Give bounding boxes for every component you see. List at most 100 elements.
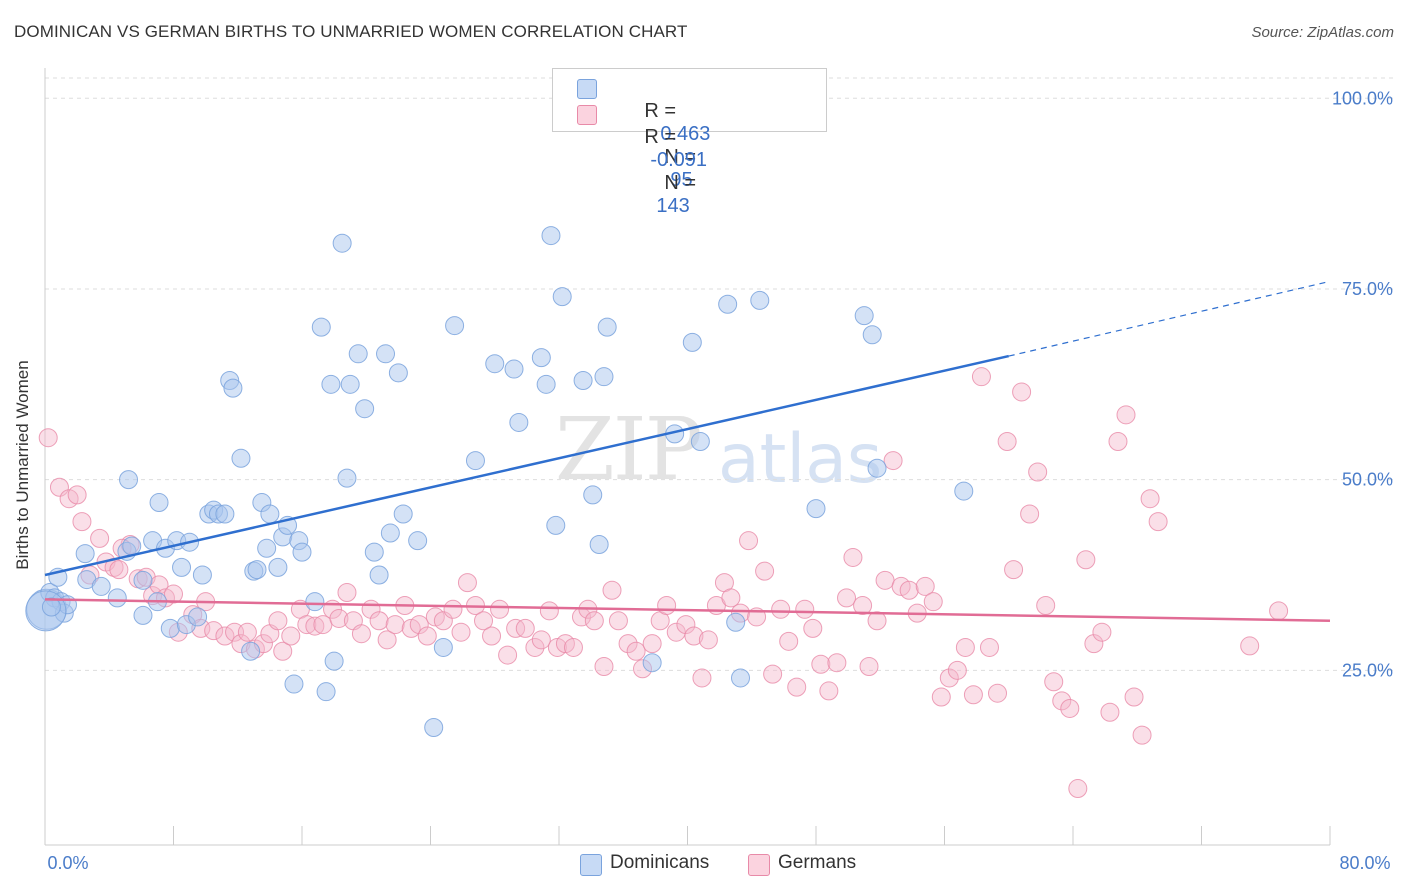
german-point <box>602 580 622 600</box>
german-point <box>506 618 526 638</box>
german-point <box>642 634 662 654</box>
german-point <box>1092 622 1112 642</box>
german-point <box>1100 702 1120 722</box>
german-point <box>1076 550 1096 570</box>
dominican-point <box>292 542 312 562</box>
y-tick-label: 50.0% <box>1342 470 1393 490</box>
german-point <box>539 601 559 621</box>
german-point <box>1148 512 1168 532</box>
correlation-legend: R = 0.463 N = 95 R = -0.091 N = 143 <box>552 68 827 217</box>
german-point <box>771 599 791 619</box>
chart-title: DOMINICAN VS GERMAN BIRTHS TO UNMARRIED … <box>14 22 688 41</box>
german-point <box>490 599 510 619</box>
dominican-point <box>316 682 336 702</box>
dominican-point <box>546 515 566 535</box>
dominican-trend-line <box>44 354 1010 577</box>
german-point <box>377 630 397 650</box>
dominican-point <box>172 557 192 577</box>
german-point <box>385 615 405 635</box>
dominican-point <box>337 468 357 488</box>
legend-r-value-germans: -0.091 <box>650 149 708 171</box>
dominican-point <box>369 565 389 585</box>
german-point <box>268 611 288 631</box>
german-point <box>1044 672 1064 692</box>
dominican-point <box>573 370 593 390</box>
dominican-point <box>445 316 465 336</box>
german-point <box>837 588 857 608</box>
legend-r-label: R = <box>644 100 677 122</box>
dominican-point <box>408 531 428 551</box>
german-point <box>164 584 183 604</box>
legend-n-label: N = <box>664 146 697 168</box>
german-point <box>1240 636 1260 656</box>
dominican-point <box>854 306 874 326</box>
german-point <box>109 560 129 580</box>
german-point <box>1124 687 1144 707</box>
x-tick-label: 0.0% <box>47 853 88 873</box>
watermark-zip: ZIP <box>555 400 703 500</box>
german-point <box>1132 725 1152 745</box>
dominican-point <box>257 538 277 558</box>
german-point <box>1084 634 1104 654</box>
german-point <box>1028 462 1048 482</box>
german-point <box>443 599 463 619</box>
y-tick-label: 25.0% <box>1342 660 1393 680</box>
dominican-point <box>552 287 572 307</box>
german-point <box>90 528 110 548</box>
bottom-legend-label-germans: Germans <box>778 852 857 873</box>
dominican-point <box>215 504 235 524</box>
german-point <box>997 432 1017 452</box>
german-point <box>1060 698 1080 718</box>
dominican-point <box>583 485 603 505</box>
german-point <box>971 367 991 387</box>
german-point <box>72 512 92 532</box>
legend-r-value-dominicans: 0.463 <box>660 123 711 145</box>
german-point <box>594 657 614 677</box>
dominican-point <box>867 458 887 478</box>
trend-layer <box>44 280 1331 622</box>
german-point <box>955 637 975 657</box>
dominican-point <box>223 378 243 398</box>
german-point <box>515 618 535 638</box>
dominican-point <box>862 325 882 345</box>
german-point <box>608 611 628 631</box>
legend-n-value-dominicans: 95 <box>670 169 693 191</box>
german-point <box>867 611 887 631</box>
legend-text-germans: R = -0.091 N = 143 <box>611 103 707 241</box>
german-point <box>1068 779 1088 799</box>
dominican-point <box>133 605 153 625</box>
german-point <box>67 485 87 505</box>
dominican-point <box>531 348 551 368</box>
dominican-point <box>241 641 261 661</box>
dominican-point <box>597 317 617 337</box>
y-axis-label: Births to Unmarried Women <box>13 360 32 570</box>
german-point <box>843 547 863 567</box>
dominican-point <box>231 448 251 468</box>
german-points <box>38 367 1289 799</box>
german-point <box>692 668 712 688</box>
dominican-point <box>509 412 529 432</box>
x-tick-label: 80.0% <box>1339 853 1390 873</box>
german-point <box>763 664 783 684</box>
german-point <box>979 637 999 657</box>
dominican-point <box>726 612 746 632</box>
german-point <box>329 608 349 628</box>
tick-label-layer: 25.0% 50.0% 75.0% 100.0% 0.0% 80.0% <box>47 88 1393 873</box>
y-tick-label: 100.0% <box>1332 88 1393 108</box>
watermark-atlas: atlas <box>718 420 883 499</box>
german-point <box>1036 595 1056 615</box>
german-point <box>1140 489 1160 509</box>
german-point <box>38 428 58 448</box>
dominican-point <box>731 668 751 688</box>
dominican-point <box>536 374 556 394</box>
german-point <box>626 641 646 661</box>
german-point <box>215 626 235 646</box>
dominican-point <box>91 576 111 596</box>
german-point <box>1020 504 1040 524</box>
legend-r-label: R = <box>644 126 677 148</box>
german-point <box>684 626 704 646</box>
german-point <box>963 685 983 705</box>
german-point <box>498 645 518 665</box>
german-point <box>923 592 943 612</box>
german-point <box>457 573 477 593</box>
